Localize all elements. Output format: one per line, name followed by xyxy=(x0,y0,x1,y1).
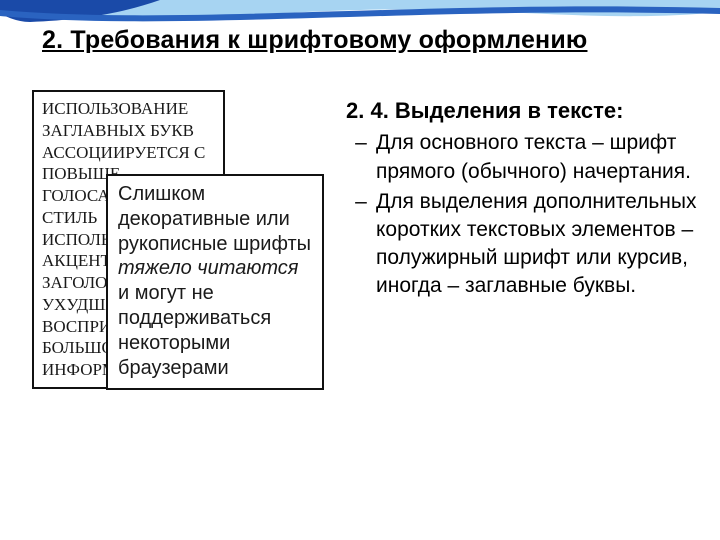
slide: 2. Требования к шрифтовому оформлению ИС… xyxy=(0,0,720,540)
bullet-text: Для выделения дополнительных коротких те… xyxy=(376,188,698,301)
section-title: 2. 4. Выделения в тексте: xyxy=(346,96,698,125)
box1-line: ИСПОЛЬЗОВАНИЕ xyxy=(42,98,215,120)
box1-line: АССОЦИИРУЕТСЯ С xyxy=(42,142,215,164)
bullet-text: Для основного текста – шрифт прямого (об… xyxy=(376,129,698,185)
box2-text-tail: и могут не поддерживаться некоторыми бра… xyxy=(118,282,271,378)
box2-text: Слишком декоративные или рукописные шриф… xyxy=(118,183,311,255)
box1-line: ЗАГЛАВНЫХ БУКВ xyxy=(42,120,215,142)
box-decorative-fonts-note: Слишком декоративные или рукописные шриф… xyxy=(106,174,324,390)
list-item: – Для основного текста – шрифт прямого (… xyxy=(346,129,698,185)
dash-icon: – xyxy=(346,129,376,157)
bullet-list: – Для основного текста – шрифт прямого (… xyxy=(346,129,698,300)
slide-title: 2. Требования к шрифтовому оформлению xyxy=(42,26,587,55)
dash-icon: – xyxy=(346,188,376,216)
right-column: 2. 4. Выделения в тексте: – Для основног… xyxy=(346,96,698,300)
list-item: – Для выделения дополнительных коротких … xyxy=(346,188,698,301)
box2-italic: тяжело читаются xyxy=(118,257,299,279)
